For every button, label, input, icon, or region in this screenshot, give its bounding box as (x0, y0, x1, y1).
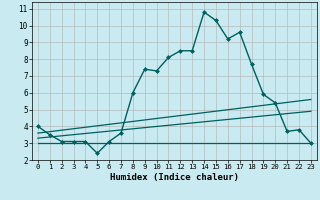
X-axis label: Humidex (Indice chaleur): Humidex (Indice chaleur) (110, 173, 239, 182)
